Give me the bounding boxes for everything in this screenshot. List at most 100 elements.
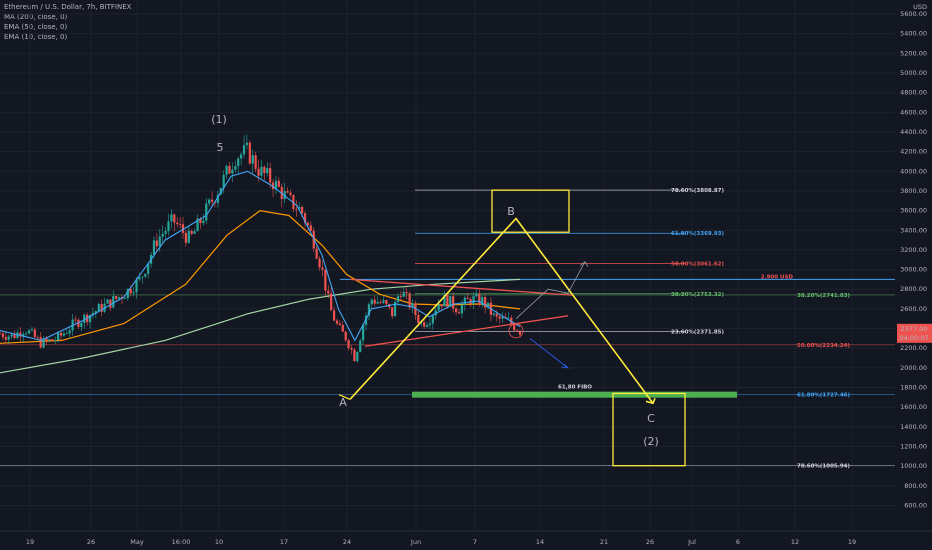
candle-body [446,294,449,307]
y-tick-label: 1000.00 [900,462,927,470]
candle-body [126,288,129,299]
candle-body [51,339,54,341]
candle-body [25,333,28,335]
fib-retrace-label: 61.80%(3369.93) [671,231,724,237]
candle-body [68,330,71,334]
y-tick-label: 3000.00 [900,266,927,274]
candle-body [83,314,86,323]
x-tick-label: 19 [848,538,856,546]
candle-body [245,142,249,146]
candle-body [396,296,400,302]
candle-body [332,310,336,321]
candle-body [301,206,304,214]
candle-body [19,332,22,337]
candle-body [385,300,388,305]
x-tick-label: 14 [536,538,544,546]
x-tick-label: Jul [687,538,696,546]
candle-body [472,296,475,305]
chart-legend: Ethereum / U.S. Dollar, 7h, BITFINEX MA … [4,2,131,42]
candle-body [303,213,307,223]
candle-body [335,320,339,324]
fibo-zone-label: 61,80 FIBO [558,385,592,391]
y-tick-label: 5000.00 [900,69,927,77]
candle-body [132,292,135,294]
candle-body [13,334,16,339]
candle-body [315,248,318,259]
ema10-line [0,170,521,342]
abc-triangle [349,217,654,404]
candle-body [405,292,408,294]
x-tick-label: 6 [736,538,740,546]
candle-body [518,331,522,335]
candle-body [286,191,289,193]
x-tick-label: Jun [410,538,421,546]
candle-body [367,304,371,316]
y-tick-label: 1600.00 [900,403,927,411]
candle-body [309,225,312,231]
candle-body [30,329,34,331]
y-tick-label: 3200.00 [900,246,927,254]
y-tick-label: 800.00 [904,482,927,490]
candle-body [449,296,452,307]
candle-body [170,214,173,222]
candle-body [202,220,205,224]
candle-body [123,298,127,299]
candle-body [324,269,327,291]
candle-body [295,208,298,210]
candle-body [152,240,156,255]
candle-body [65,333,68,335]
x-tick-label: 17 [280,538,288,546]
candle-body [298,206,301,210]
bearish-arrow-head [560,363,570,369]
currency-label: USD [913,3,927,11]
symbol-title[interactable]: Ethereum / U.S. Dollar, 7h, BITFINEX [4,3,132,11]
candle-body [376,302,379,304]
candle-body [495,313,498,317]
candle-body [344,331,347,341]
candle-body [59,332,63,336]
candle-body [460,305,463,314]
candle-body [91,313,95,315]
abc-arrow-head [645,398,656,405]
candle-body [190,230,193,234]
candle-body [263,166,266,174]
candle-body [440,304,443,307]
candle-body [466,297,469,300]
candle-body [492,313,495,315]
x-tick-label: 7 [473,538,477,546]
y-tick-label: 4800.00 [900,89,927,97]
candle-body [208,199,211,204]
y-tick-label: 1400.00 [900,423,927,431]
y-tick-label: 2600.00 [900,305,927,313]
current-price-tag[interactable] [897,323,932,343]
ma200-legend[interactable]: MA (200, close, 0) [4,13,68,21]
candle-body [234,166,237,170]
candle-body [135,279,138,293]
y-tick-label: 5200.00 [900,49,927,57]
candle-body [129,288,132,294]
ema50-legend[interactable]: EMA (50, close, 0) [4,23,68,31]
y-tick-label: 1200.00 [900,443,927,451]
candle-body [94,311,97,314]
candle-body [106,299,109,304]
ema10-legend[interactable]: EMA (10, close, 0) [4,33,68,41]
fib-level-label: 78.60%(1005.94) [797,464,850,470]
x-tick-label: 26 [646,538,654,546]
wave-b-label: B [507,205,515,218]
candle-body [330,293,333,311]
candle-body [428,323,432,326]
candle-body [167,221,170,232]
candle-body [231,169,234,174]
fib-level-label: 61.80%(1727.46) [797,393,850,399]
candle-body [242,145,246,155]
candle-body [437,304,440,311]
x-tick-label: 19 [26,538,34,546]
bullish-arrow-head [579,261,589,267]
candle-body [251,155,254,164]
candle-body [353,349,356,362]
candle-body [16,332,19,339]
candle-body [463,297,466,306]
candle-body [382,300,385,303]
y-tick-label: 2800.00 [900,285,927,293]
